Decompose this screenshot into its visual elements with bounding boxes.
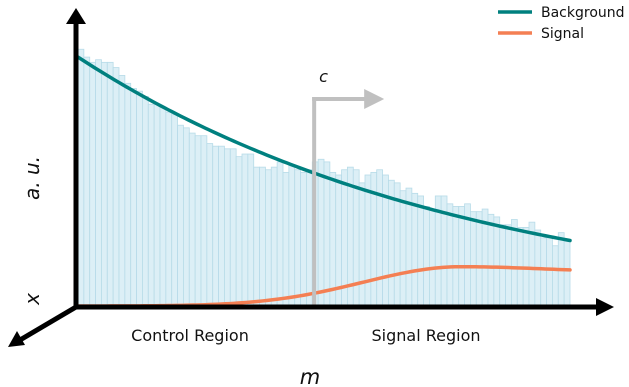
histogram-bar <box>200 135 208 307</box>
histogram-bar <box>206 143 214 307</box>
cut-label: c <box>319 67 328 86</box>
histogram-bar <box>364 174 372 307</box>
histogram-bar <box>241 153 249 307</box>
histogram-bar <box>475 211 483 307</box>
histogram-bar <box>147 103 155 307</box>
histogram-bar <box>270 166 278 307</box>
histogram-bar <box>183 127 190 307</box>
histogram-bar <box>259 166 266 307</box>
histogram-bar <box>112 67 120 307</box>
histogram-bar <box>153 103 161 307</box>
histogram-bar <box>194 135 202 307</box>
histogram-bar <box>118 75 126 307</box>
histogram-bar <box>317 158 325 307</box>
histogram-bar <box>499 224 506 307</box>
histogram-bar <box>265 169 272 307</box>
cut-arrow-head <box>364 89 385 109</box>
histogram-bar <box>546 237 553 307</box>
histogram-bar <box>276 161 284 307</box>
z-axis-arrowhead <box>8 331 25 347</box>
histogram-bar <box>124 82 132 307</box>
histogram-bar <box>399 190 407 307</box>
histogram-bar <box>95 59 102 307</box>
control-region-label: Control Region <box>131 326 249 345</box>
histogram-bar <box>540 237 547 307</box>
histogram-bar <box>142 96 149 307</box>
histogram-bar <box>563 240 571 307</box>
histogram-bar <box>452 206 460 307</box>
histogram-bar <box>101 61 108 307</box>
y-axis-arrowhead <box>66 8 86 24</box>
histogram <box>77 48 571 307</box>
legend-label-background: Background <box>541 5 625 21</box>
legend-label-signal: Signal <box>541 26 584 42</box>
histogram-bar <box>511 219 518 307</box>
histogram-bar <box>235 156 243 307</box>
histogram-bar <box>306 169 313 307</box>
histogram-bar <box>429 208 436 307</box>
histogram-bar <box>77 48 85 307</box>
histogram-bar <box>505 224 512 307</box>
histogram-bar <box>487 213 495 307</box>
histogram-bar <box>247 153 255 307</box>
histogram-bar <box>411 192 419 307</box>
axes <box>8 8 614 347</box>
histogram-bar <box>376 169 383 307</box>
histogram-bar <box>405 187 413 307</box>
signal-region-label: Signal Region <box>371 326 480 345</box>
histogram-bar <box>294 169 301 307</box>
z-axis-label: x <box>20 293 44 306</box>
histogram-bar <box>282 171 290 307</box>
histogram-bar <box>253 166 260 307</box>
histogram-bar <box>177 124 184 307</box>
histogram-bar <box>83 56 91 307</box>
cut-arrow <box>312 89 385 306</box>
histogram-bar <box>188 132 196 307</box>
y-axis-label: a. u. <box>20 156 44 200</box>
histogram-bar <box>288 164 296 307</box>
histogram-bar <box>89 61 96 307</box>
histogram-bar <box>212 145 219 307</box>
histogram-bar <box>218 145 225 307</box>
x-axis-label: m <box>300 365 320 387</box>
histogram-bar <box>224 148 231 307</box>
histogram-bar <box>171 114 178 307</box>
histogram-bar <box>552 245 559 307</box>
histogram-bar <box>165 111 173 307</box>
histogram-bar <box>159 106 167 307</box>
histogram-bar <box>493 216 501 307</box>
z-axis <box>18 304 78 343</box>
histogram-bar <box>458 206 465 307</box>
histogram-bar <box>229 148 237 307</box>
histogram-bar <box>130 88 137 307</box>
histogram-bar <box>323 161 331 307</box>
histogram-bar <box>329 171 337 307</box>
histogram-bar <box>300 171 307 307</box>
x-axis-arrowhead <box>596 298 614 316</box>
legend: Background Signal <box>498 5 625 42</box>
histogram-bar <box>106 61 114 307</box>
background-curve <box>76 55 572 243</box>
histogram-bar <box>358 182 366 307</box>
histogram-bar <box>417 195 424 307</box>
histogram-bar <box>423 206 430 307</box>
histogram-bar <box>136 90 143 307</box>
histogram-bar <box>470 211 477 307</box>
histogram-bar <box>446 203 454 307</box>
